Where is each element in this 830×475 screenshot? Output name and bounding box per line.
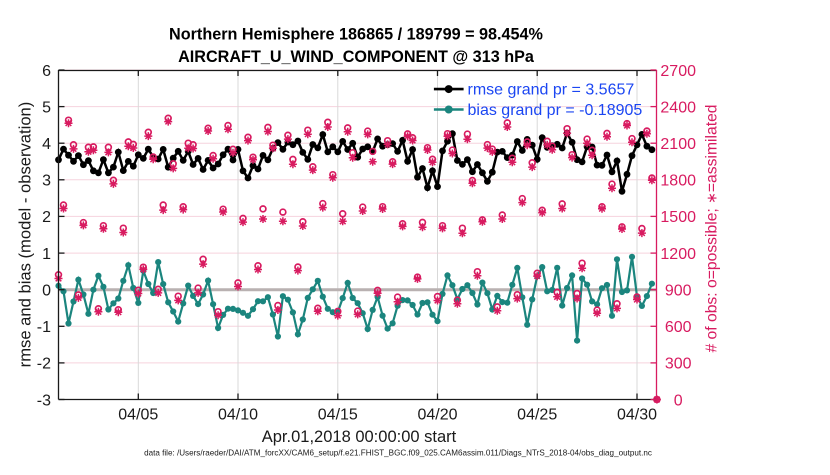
svg-text:300: 300 (665, 356, 692, 373)
svg-text:# of obs: o=possible; ∗=assimi: # of obs: o=possible; ∗=assimilated (704, 104, 721, 352)
svg-text:1500: 1500 (660, 209, 696, 226)
svg-text:04/30: 04/30 (617, 407, 657, 424)
svg-text:1800: 1800 (660, 173, 696, 190)
svg-text:0: 0 (42, 283, 51, 300)
svg-text:2100: 2100 (660, 136, 696, 153)
svg-text:04/15: 04/15 (318, 407, 358, 424)
svg-text:2400: 2400 (660, 99, 696, 116)
svg-text:2700: 2700 (660, 63, 696, 80)
svg-text:1: 1 (42, 246, 51, 263)
svg-text:Apr.01,2018 00:00:00 start: Apr.01,2018 00:00:00 start (262, 428, 457, 446)
svg-text:2: 2 (42, 209, 51, 226)
svg-text:rmse and bias (model - observa: rmse and bias (model - observation) (16, 102, 35, 368)
svg-text:-3: -3 (37, 392, 51, 409)
svg-text:900: 900 (665, 283, 692, 300)
svg-text:data file: /Users/raeder/DAI/A: data file: /Users/raeder/DAI/ATM_forcXX/… (144, 449, 652, 458)
svg-text:bias grand pr = -0.18905: bias grand pr = -0.18905 (468, 102, 643, 119)
svg-text:3: 3 (42, 173, 51, 190)
svg-text:Northern Hemisphere 186865 / 1: Northern Hemisphere 186865 / 189799 = 98… (169, 26, 543, 44)
svg-text:6: 6 (42, 63, 51, 80)
svg-text:5: 5 (42, 99, 51, 116)
svg-text:600: 600 (665, 319, 692, 336)
svg-text:-2: -2 (37, 356, 51, 373)
svg-text:4: 4 (42, 136, 51, 153)
svg-text:1200: 1200 (660, 246, 696, 263)
svg-text:AIRCRAFT_U_WIND_COMPONENT @ 31: AIRCRAFT_U_WIND_COMPONENT @ 313 hPa (178, 48, 535, 66)
svg-text:rmse grand pr = 3.5657: rmse grand pr = 3.5657 (468, 82, 635, 99)
svg-text:0: 0 (674, 392, 683, 409)
svg-text:04/05: 04/05 (118, 407, 158, 424)
svg-text:04/25: 04/25 (517, 407, 557, 424)
svg-text:-1: -1 (37, 319, 51, 336)
svg-text:04/20: 04/20 (417, 407, 457, 424)
svg-text:04/10: 04/10 (218, 407, 258, 424)
